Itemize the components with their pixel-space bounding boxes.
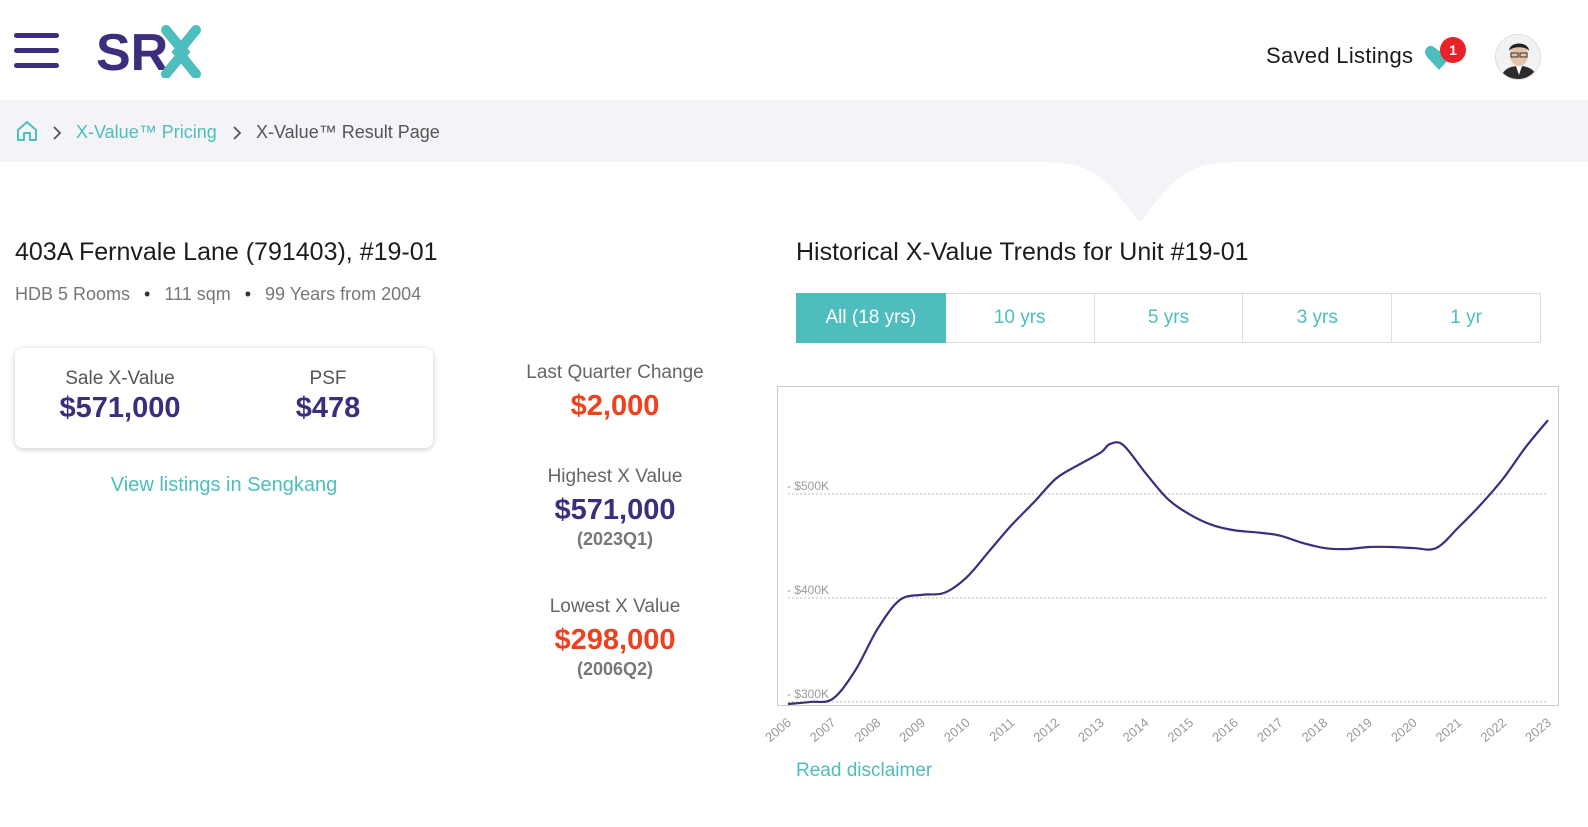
x-tick-label: 2009 <box>896 715 928 745</box>
x-tick-label: 2008 <box>852 715 884 745</box>
srx-logo[interactable]: SR <box>96 22 202 78</box>
tab-10-yrs[interactable]: 10 yrs <box>945 293 1095 343</box>
breadcrumb-xvalue-pricing[interactable]: X-Value™ Pricing <box>76 122 217 142</box>
x-tick-label: 2021 <box>1433 715 1465 745</box>
tab-5-yrs[interactable]: 5 yrs <box>1094 293 1244 343</box>
x-tick-label: 2010 <box>941 715 973 745</box>
highest-xvalue: Highest X Value $571,000 (2023Q1) <box>500 466 730 550</box>
sale-xvalue-amount: $571,000 <box>59 392 181 424</box>
range-tabs: All (18 yrs) 10 yrs 5 yrs 3 yrs 1 yr <box>796 293 1541 343</box>
x-tick-label: 2014 <box>1120 715 1152 745</box>
user-avatar[interactable] <box>1495 34 1541 80</box>
tab-all[interactable]: All (18 yrs) <box>796 293 946 343</box>
chevron-right-icon <box>233 126 242 140</box>
xvalue-trend-chart[interactable]: - $300K - $400K - $500K 2006 2007 2008 2009 201… <box>762 386 1577 756</box>
valuation-card: Sale X-Value $571,000 PSF $478 <box>15 348 433 448</box>
x-tick-label: 2011 <box>986 715 1017 744</box>
lowest-label: Lowest X Value <box>549 596 681 617</box>
lowest-value: $298,000 <box>554 624 676 656</box>
lowest-xvalue: Lowest X Value $298,000 (2006Q2) <box>500 596 730 680</box>
property-tenure: 99 Years from 2004 <box>265 284 422 304</box>
chart-frame <box>777 386 1559 706</box>
last-quarter-change: Last Quarter Change $2,000 <box>500 362 730 423</box>
top-header: SR Saved Listings 1 <box>0 0 1588 100</box>
lowest-quarter: (2006Q2) <box>576 659 654 679</box>
saved-listings-link[interactable]: Saved Listings <box>1266 43 1414 68</box>
breadcrumb-current: X-Value™ Result Page <box>256 122 440 142</box>
property-type: HDB 5 Rooms <box>15 284 131 304</box>
x-tick-label: 2019 <box>1343 715 1375 745</box>
view-listings-link[interactable]: View listings in Sengkang <box>110 474 338 496</box>
highest-quarter: (2023Q1) <box>576 529 654 549</box>
psf-amount: $478 <box>295 392 361 424</box>
trends-title: Historical X-Value Trends for Unit #19-0… <box>796 238 1249 266</box>
y-tick-label: - $500K <box>787 479 829 493</box>
sale-xvalue-label: Sale X-Value <box>65 368 175 389</box>
x-tick-label: 2023 <box>1522 715 1554 745</box>
tab-1-yr[interactable]: 1 yr <box>1392 293 1541 343</box>
last-quarter-value: $2,000 <box>570 390 660 422</box>
property-size: 111 sqm <box>164 284 231 304</box>
x-tick-label: 2017 <box>1254 715 1286 745</box>
property-meta: HDB 5 Rooms • 111 sqm • 99 Years from 2004 <box>15 284 421 305</box>
highest-value: $571,000 <box>554 494 676 526</box>
chevron-right-icon <box>53 126 62 140</box>
x-tick-label: 2018 <box>1299 715 1331 745</box>
xvalue-series-line <box>787 419 1549 706</box>
tab-3-yrs[interactable]: 3 yrs <box>1243 293 1393 343</box>
menu-icon[interactable] <box>14 33 59 69</box>
property-address: 403A Fernvale Lane (791403), #19-01 <box>15 238 438 266</box>
home-icon[interactable] <box>15 119 39 143</box>
highest-label: Highest X Value <box>547 466 683 487</box>
x-tick-label: 2007 <box>807 715 839 745</box>
y-tick-label: - $300K <box>787 687 829 701</box>
x-tick-label: 2006 <box>762 715 794 745</box>
separator: • <box>144 284 151 304</box>
x-tick-label: 2013 <box>1075 715 1107 745</box>
x-tick-label: 2020 <box>1388 715 1420 745</box>
section-notch <box>1040 162 1240 221</box>
psf-block: PSF $478 <box>273 368 383 425</box>
sale-xvalue-block: Sale X-Value $571,000 <box>55 368 185 425</box>
x-tick-label: 2022 <box>1477 715 1509 745</box>
breadcrumb: X-Value™ Pricing X-Value™ Result Page <box>0 100 1588 162</box>
svg-text:SR: SR <box>96 24 168 78</box>
y-tick-label: - $400K <box>787 583 829 597</box>
separator: • <box>244 284 252 304</box>
x-tick-label: 2016 <box>1209 715 1241 745</box>
x-tick-label: 2012 <box>1030 715 1062 745</box>
psf-label: PSF <box>309 368 347 389</box>
read-disclaimer-link[interactable]: Read disclaimer <box>796 760 933 781</box>
last-quarter-label: Last Quarter Change <box>526 362 704 383</box>
x-tick-label: 2015 <box>1164 715 1196 745</box>
saved-count-badge: 1 <box>1440 37 1466 63</box>
